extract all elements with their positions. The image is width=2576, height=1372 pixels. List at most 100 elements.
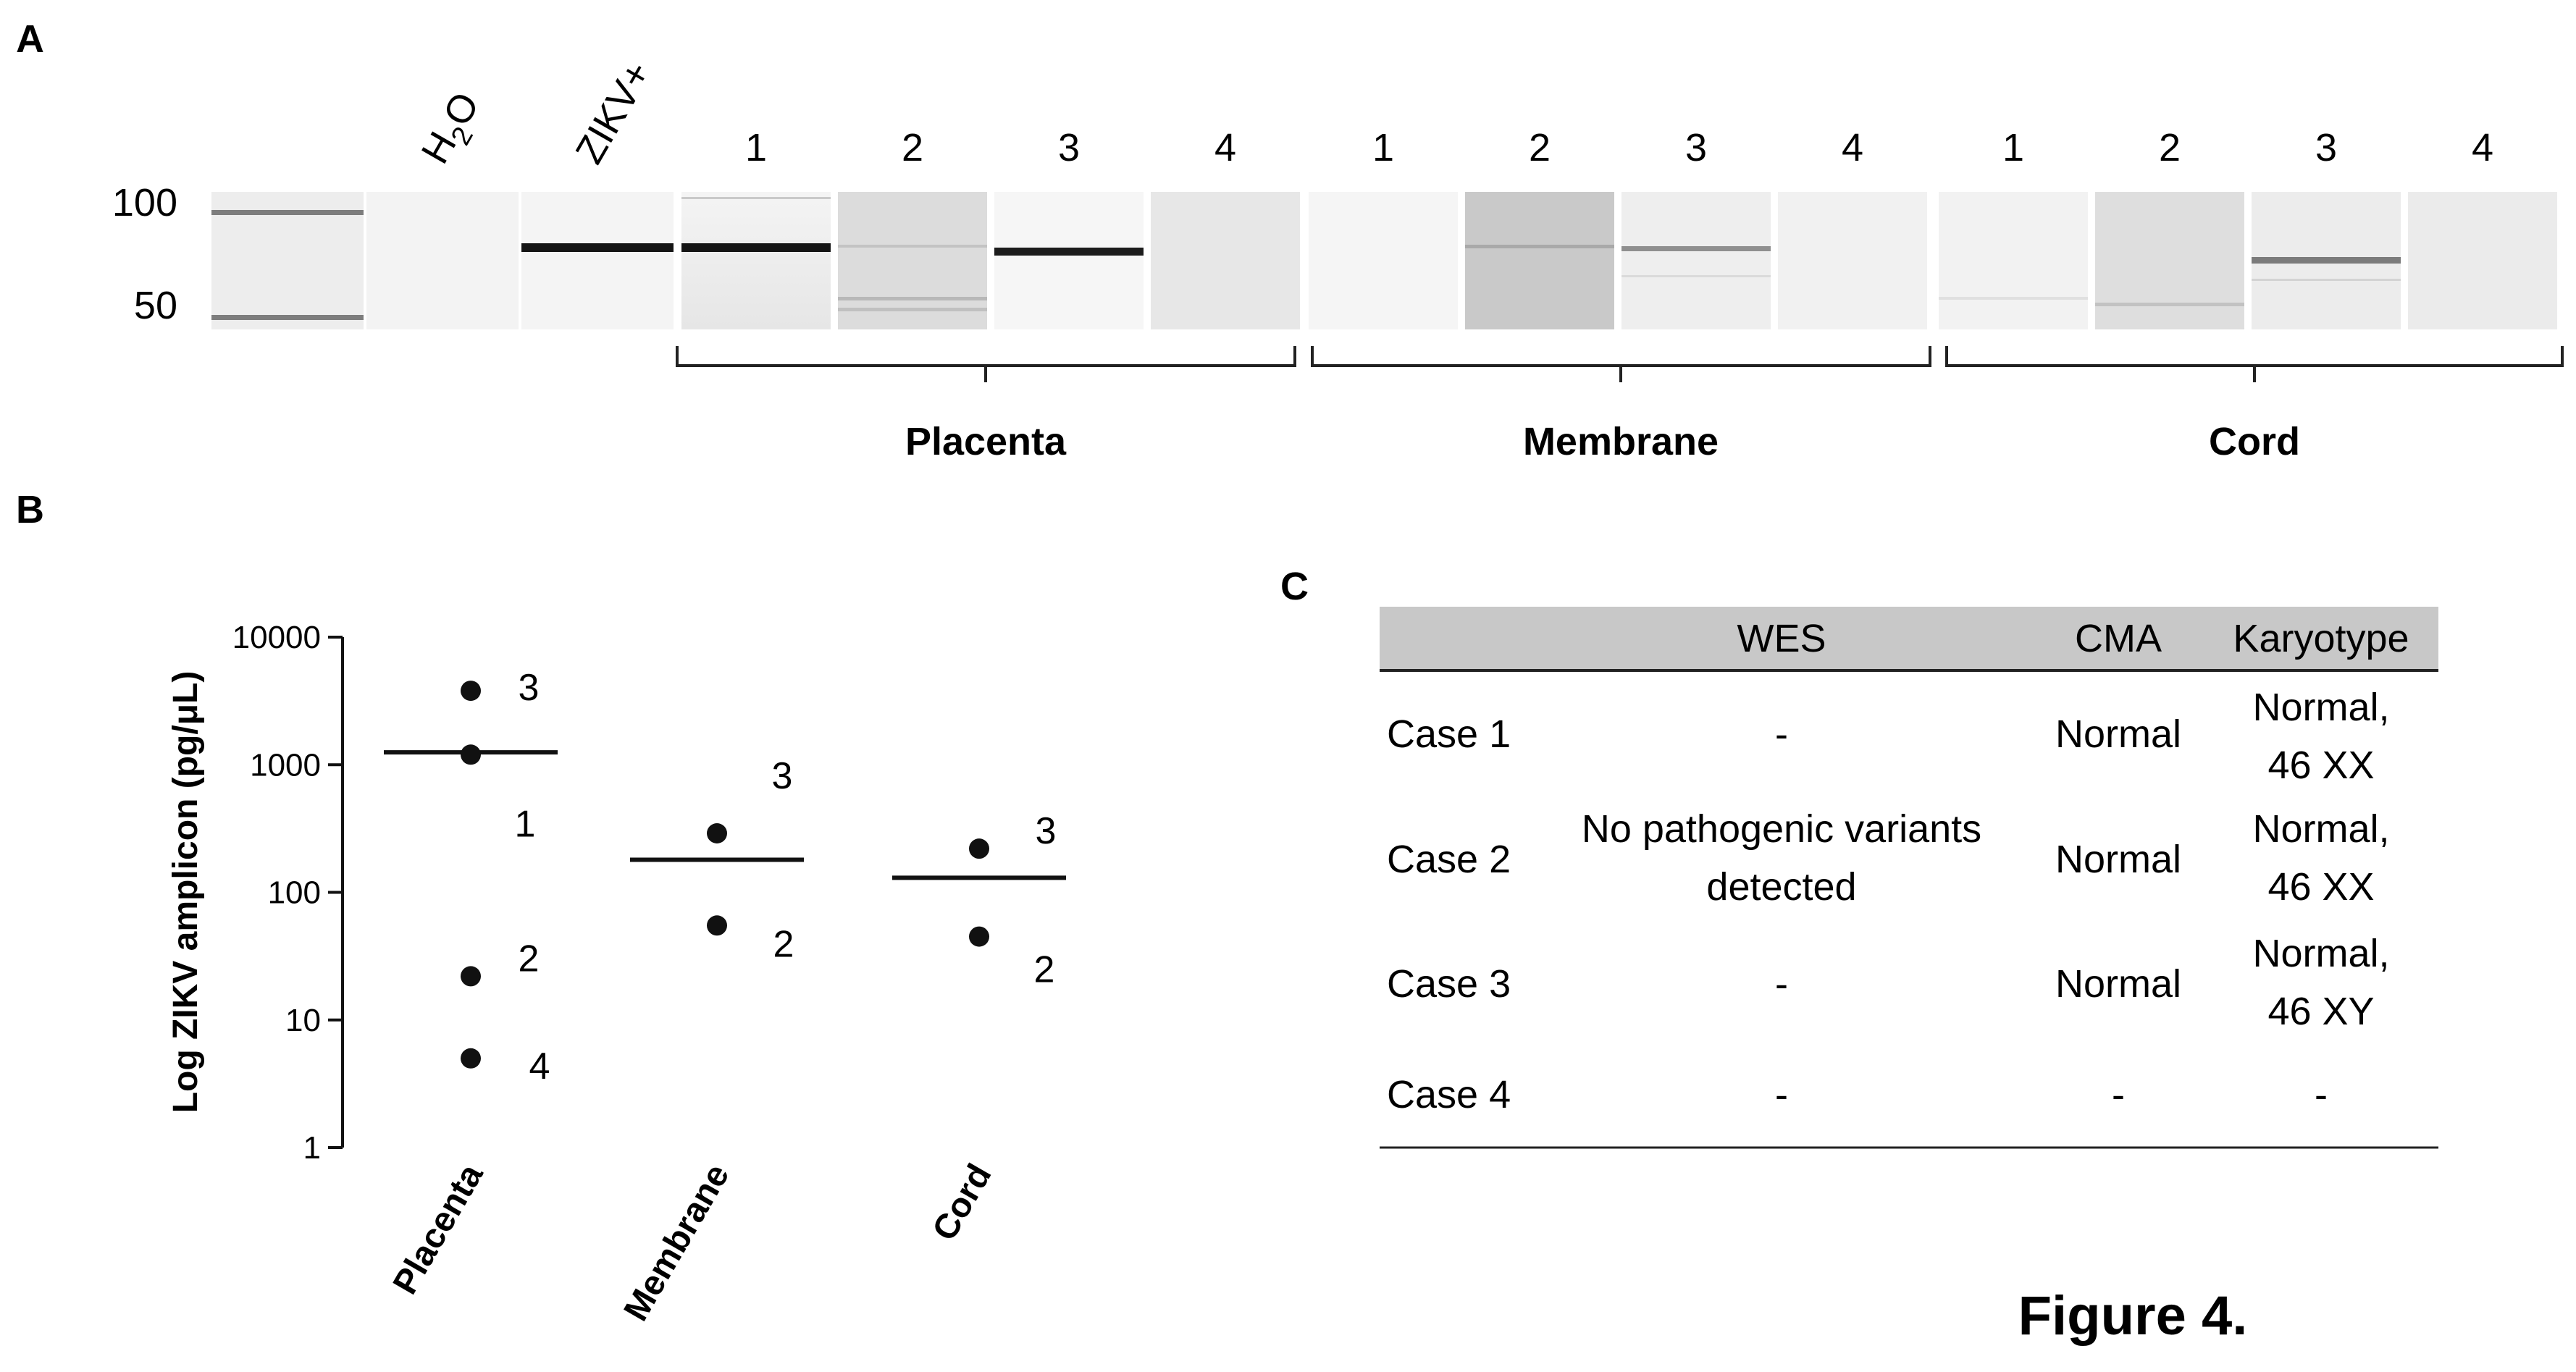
gel-lane-membrane-3 bbox=[1621, 192, 1771, 329]
point-label: 2 bbox=[1034, 949, 1055, 991]
gel-panel: 100 50 H2O ZIKV+ bbox=[112, 54, 2564, 463]
gel-lane-cord-2 bbox=[2095, 192, 2244, 329]
karyotype-value: 46 XX bbox=[2267, 744, 2374, 787]
gel-lane-membrane-2 bbox=[1465, 192, 1614, 329]
header-karyotype: Karyotype bbox=[2233, 617, 2409, 660]
placenta-3-band bbox=[994, 248, 1144, 256]
membrane-3-band bbox=[1621, 246, 1771, 251]
wes-value: detected bbox=[1706, 865, 1856, 909]
panel-letter-b: B bbox=[16, 488, 44, 531]
genetics-table: WES CMA Karyotype Case 1 - Normal Normal… bbox=[1380, 607, 2438, 1149]
y-tick-label: 100 bbox=[268, 875, 321, 911]
lane-number: 1 bbox=[1372, 126, 1394, 169]
gel-lane-membrane-1 bbox=[1309, 192, 1458, 329]
cord-3-band bbox=[2252, 257, 2401, 264]
panel-letter-a: A bbox=[16, 17, 44, 61]
case-label: Case 2 bbox=[1387, 838, 1511, 881]
karyotype-value: Normal, bbox=[2252, 686, 2389, 729]
cord-2-low-band bbox=[2095, 303, 2244, 306]
x-category-label: Cord bbox=[926, 1158, 999, 1247]
cma-value: Normal bbox=[2055, 838, 2181, 881]
case-label: Case 3 bbox=[1387, 962, 1511, 1006]
placenta-1-band bbox=[681, 243, 831, 252]
cord-3-faint-band bbox=[2252, 279, 2401, 281]
lane-number: 4 bbox=[1214, 126, 1236, 169]
point-label: 2 bbox=[519, 938, 540, 980]
group-label-membrane: Membrane bbox=[1523, 420, 1719, 463]
data-point bbox=[969, 926, 989, 947]
point-label: 1 bbox=[515, 803, 536, 845]
scatter-chart: Log ZIKV amplicon (pg/μL) 1 10 100 1000 1000… bbox=[167, 620, 1066, 1327]
figure-title: Figure 4. bbox=[2018, 1285, 2248, 1347]
data-point bbox=[461, 1048, 481, 1069]
y-tick-label: 1 bbox=[303, 1130, 321, 1166]
case-label: Case 1 bbox=[1387, 712, 1511, 756]
ladder-band-100 bbox=[211, 210, 364, 215]
karyotype-value: Normal, bbox=[2252, 807, 2389, 851]
group-label-cord: Cord bbox=[2209, 420, 2300, 463]
membrane-bracket bbox=[1311, 346, 1931, 382]
lane-number: 4 bbox=[1842, 126, 1863, 169]
lane-number: 1 bbox=[745, 126, 767, 169]
cord-bracket bbox=[1945, 346, 2564, 382]
cma-value: Normal bbox=[2055, 712, 2181, 756]
lane-number: 2 bbox=[2159, 126, 2181, 169]
karyotype-value: Normal, bbox=[2252, 932, 2389, 975]
placenta-2-low-band-2 bbox=[838, 308, 987, 311]
wes-value: - bbox=[1775, 712, 1788, 756]
data-point bbox=[461, 744, 481, 765]
panel-letter-c: C bbox=[1280, 565, 1309, 608]
point-label: 4 bbox=[529, 1045, 550, 1087]
data-point bbox=[461, 966, 481, 987]
cma-value: Normal bbox=[2055, 962, 2181, 1006]
lane-number: 2 bbox=[1529, 126, 1551, 169]
y-tick-label: 1000 bbox=[250, 747, 321, 783]
karyotype-value: 46 XY bbox=[2267, 990, 2374, 1033]
water-control-label: H2O bbox=[413, 85, 495, 175]
membrane-2-faint-band bbox=[1465, 245, 1614, 248]
group-label-placenta: Placenta bbox=[905, 420, 1067, 463]
lane-number: 3 bbox=[1058, 126, 1080, 169]
ladder-mark-50: 50 bbox=[134, 284, 177, 327]
gel-lane-positive bbox=[521, 192, 674, 329]
lane-number: 3 bbox=[1685, 126, 1707, 169]
gel-lane-placenta-1 bbox=[681, 192, 831, 329]
data-point bbox=[707, 823, 727, 844]
gel-lane-placenta-3 bbox=[994, 192, 1144, 329]
karyotype-value: - bbox=[2315, 1073, 2328, 1116]
x-category-label: Placenta bbox=[386, 1158, 491, 1301]
gel-lane-cord-4 bbox=[2408, 192, 2557, 329]
wes-value: No pathogenic variants bbox=[1582, 807, 1981, 851]
header-cma: CMA bbox=[2075, 617, 2162, 660]
membrane-3-faint-band bbox=[1621, 275, 1771, 277]
y-tick-label: 10000 bbox=[232, 620, 321, 655]
ladder-mark-100: 100 bbox=[112, 181, 177, 224]
point-label: 3 bbox=[519, 667, 540, 709]
positive-control-label: ZIKV+ bbox=[567, 54, 660, 171]
lane-number: 4 bbox=[2472, 126, 2493, 169]
positive-band bbox=[521, 243, 674, 252]
ladder-band-50 bbox=[211, 315, 364, 320]
data-point bbox=[969, 838, 989, 859]
point-label: 3 bbox=[772, 755, 793, 797]
gel-lane-membrane-4 bbox=[1778, 192, 1927, 329]
lane-number: 1 bbox=[2002, 126, 2024, 169]
karyotype-value: 46 XX bbox=[2267, 865, 2374, 909]
gel-lane-water bbox=[366, 192, 519, 329]
placenta-2-low-band bbox=[838, 297, 987, 300]
cma-value: - bbox=[2112, 1073, 2125, 1116]
point-label: 3 bbox=[1036, 810, 1057, 852]
cord-1-faint-band bbox=[1939, 297, 2088, 300]
y-tick-label: 10 bbox=[285, 1003, 321, 1038]
placenta-2-faint-band bbox=[838, 245, 987, 248]
case-label: Case 4 bbox=[1387, 1073, 1511, 1116]
gel-lane-placenta-4 bbox=[1151, 192, 1300, 329]
gel-lane-cord-1 bbox=[1939, 192, 2088, 329]
wes-value: - bbox=[1775, 962, 1788, 1006]
lane-number: 2 bbox=[902, 126, 923, 169]
y-axis-title: Log ZIKV amplicon (pg/μL) bbox=[167, 671, 205, 1114]
wes-value: - bbox=[1775, 1073, 1788, 1116]
x-category-label: Membrane bbox=[617, 1158, 737, 1327]
header-wes: WES bbox=[1737, 617, 1826, 660]
